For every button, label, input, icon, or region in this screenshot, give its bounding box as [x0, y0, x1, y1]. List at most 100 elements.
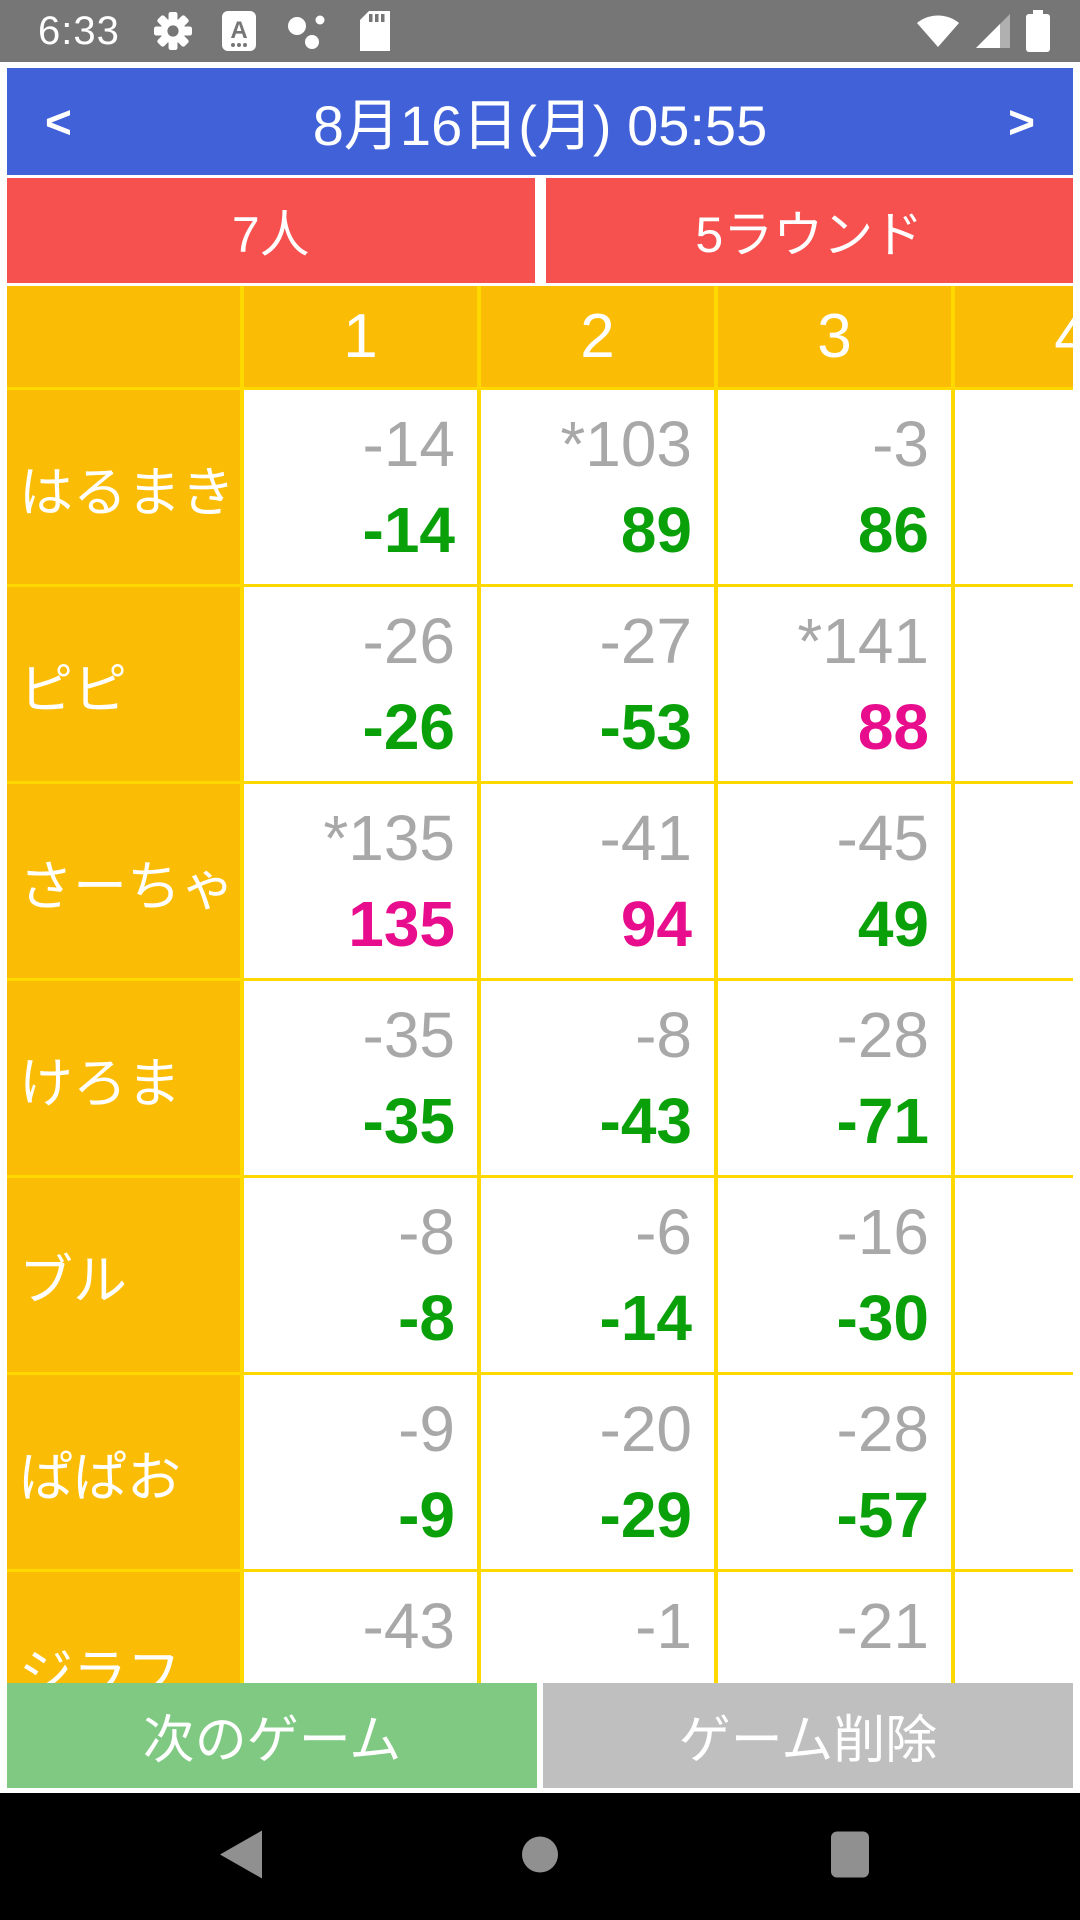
player-name: ブル [19, 1250, 127, 1311]
score-cell[interactable] [951, 1572, 1073, 1683]
sd-card-icon [359, 11, 390, 51]
score-cell[interactable]: -21 [714, 1572, 951, 1683]
player-name-cell[interactable]: はるまき [7, 390, 240, 587]
total-score: -30 [836, 1282, 930, 1354]
android-nav-bar [0, 1793, 1080, 1920]
next-game-button[interactable]: 次のゲーム [7, 1683, 537, 1788]
score-cell[interactable] [951, 981, 1073, 1178]
score-cell[interactable]: *103 89 [477, 390, 714, 587]
player-name-cell[interactable]: さーちゃ [7, 784, 240, 981]
score-cell[interactable]: -1 [477, 1572, 714, 1683]
total-score: -57 [836, 1479, 930, 1551]
score-cell[interactable]: -28 -57 [714, 1375, 951, 1572]
raw-score: -35 [362, 999, 456, 1071]
delete-game-button[interactable]: ゲーム削除 [543, 1683, 1073, 1788]
table-row: けろま -35 -35 -8 -43 -28 -71 [7, 981, 1073, 1178]
total-score: -8 [398, 1282, 455, 1354]
date-nav-bar: < 8月16日(月) 05:55 > [7, 68, 1073, 175]
score-cell[interactable]: -27 -53 [477, 587, 714, 784]
score-cell[interactable] [951, 1375, 1073, 1572]
raw-score: -8 [635, 999, 692, 1071]
score-cell[interactable]: -43 [240, 1572, 477, 1683]
score-cell[interactable]: *135 135 [240, 784, 477, 981]
assistant-dots-icon [286, 11, 330, 51]
score-cell[interactable]: -35 -35 [240, 981, 477, 1178]
raw-score: -28 [836, 1393, 930, 1465]
score-cell[interactable]: -8 -8 [240, 1178, 477, 1375]
table-row: さーちゃ *135 135 -41 94 -45 49 [7, 784, 1073, 981]
score-cell[interactable] [951, 784, 1073, 981]
player-name-cell[interactable]: けろま [7, 981, 240, 1178]
raw-score: *103 [560, 408, 692, 480]
raw-score: -6 [635, 1196, 692, 1268]
raw-score: -9 [398, 1393, 455, 1465]
score-cell[interactable]: -28 -71 [714, 981, 951, 1178]
table-header-row: 1 2 3 4 [7, 286, 1073, 390]
score-cell[interactable]: -8 -43 [477, 981, 714, 1178]
score-table: 1 2 3 4 はるまき -14 -14 *103 89 -3 86 [7, 286, 1073, 1683]
score-cell[interactable]: -45 49 [714, 784, 951, 981]
score-cell[interactable] [951, 1178, 1073, 1375]
recents-button[interactable] [831, 1831, 869, 1882]
raw-score: *135 [323, 802, 455, 874]
rounds-count-button[interactable]: 5ラウンド [545, 178, 1073, 283]
prev-day-button[interactable]: < [45, 95, 72, 148]
cellular-signal-icon [976, 14, 1010, 48]
back-button[interactable] [220, 1830, 262, 1883]
players-count-button[interactable]: 7人 [7, 178, 535, 283]
total-score: 86 [857, 494, 929, 566]
raw-score: -26 [362, 605, 456, 677]
table-row: ピピ -26 -26 -27 -53 *141 88 [7, 587, 1073, 784]
next-day-button[interactable]: > [1008, 95, 1035, 148]
raw-score: -14 [362, 408, 456, 480]
score-cell[interactable] [951, 390, 1073, 587]
table-row: ブル -8 -8 -6 -14 -16 -30 [7, 1178, 1073, 1375]
raw-score: -8 [398, 1196, 455, 1268]
score-cell[interactable]: -3 86 [714, 390, 951, 587]
total-score: -9 [398, 1479, 455, 1551]
score-cell[interactable]: -14 -14 [240, 390, 477, 587]
total-score: -35 [362, 1085, 456, 1157]
round-header: 4 [951, 286, 1073, 390]
player-name: さーちゃ [19, 856, 235, 917]
raw-score: *141 [797, 605, 929, 677]
status-bar: 6:33 A [0, 0, 1080, 62]
total-score: -14 [599, 1282, 693, 1354]
raw-score: -27 [599, 605, 693, 677]
player-name: はるまき [19, 462, 235, 523]
player-name: ぱぱお [19, 1447, 181, 1508]
score-cell[interactable]: -16 -30 [714, 1178, 951, 1375]
table-row: はるまき -14 -14 *103 89 -3 86 [7, 390, 1073, 587]
total-score: -14 [362, 494, 456, 566]
settings-icon [153, 12, 192, 50]
score-cell[interactable]: -41 94 [477, 784, 714, 981]
total-score: -53 [599, 691, 693, 763]
total-score: 49 [857, 888, 929, 960]
raw-score: -41 [599, 802, 693, 874]
score-cell[interactable] [951, 587, 1073, 784]
total-score: 89 [620, 494, 692, 566]
raw-score: -45 [836, 802, 930, 874]
raw-score: -16 [836, 1196, 930, 1268]
round-header: 3 [714, 286, 951, 390]
score-cell[interactable]: -26 -26 [240, 587, 477, 784]
battery-icon [1026, 10, 1050, 52]
player-name-cell[interactable]: ぱぱお [7, 1375, 240, 1572]
score-cell[interactable]: *141 88 [714, 587, 951, 784]
player-name-cell[interactable]: ピピ [7, 587, 240, 784]
svg-text:A: A [230, 17, 247, 44]
score-cell[interactable]: -9 -9 [240, 1375, 477, 1572]
home-button[interactable] [522, 1836, 558, 1877]
player-name: ジラフ [19, 1644, 181, 1684]
total-score: -71 [836, 1085, 930, 1157]
player-name-cell[interactable]: ジラフ [7, 1572, 240, 1683]
score-cell[interactable]: -6 -14 [477, 1178, 714, 1375]
raw-score: -3 [872, 408, 929, 480]
raw-score: -21 [836, 1590, 930, 1662]
score-cell[interactable]: -20 -29 [477, 1375, 714, 1572]
player-name-cell[interactable]: ブル [7, 1178, 240, 1375]
total-score: 94 [620, 888, 692, 960]
total-score: 135 [348, 888, 455, 960]
table-row: ぱぱお -9 -9 -20 -29 -28 -57 [7, 1375, 1073, 1572]
